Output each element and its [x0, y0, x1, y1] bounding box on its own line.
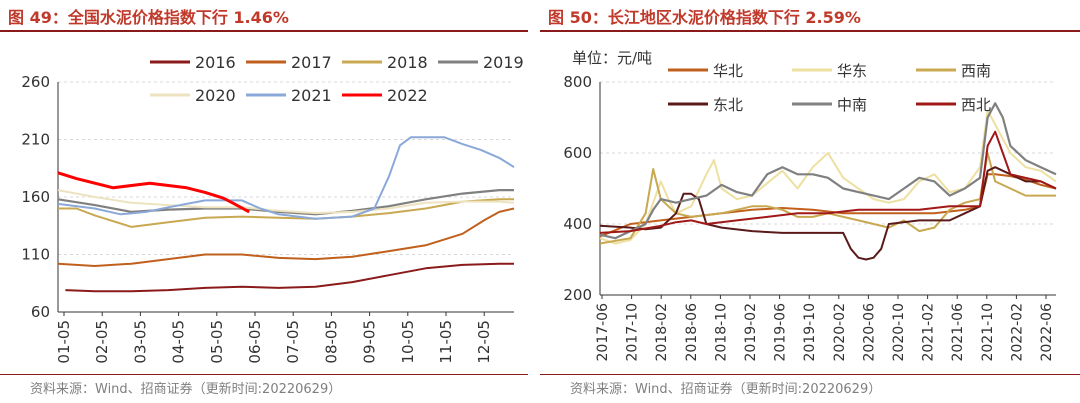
x-tick-label: 2021-06 — [950, 303, 966, 362]
legend-label-2019: 2019 — [483, 53, 524, 72]
x-tick-label: 04-05 — [170, 320, 188, 364]
legend-label-2017: 2017 — [291, 53, 332, 72]
x-tick-label: 2022-02 — [1009, 303, 1025, 362]
y-tick-label: 110 — [21, 246, 50, 264]
x-tick-label: 2017-06 — [595, 303, 611, 362]
x-tick-label: 2019-10 — [802, 303, 818, 362]
series-line-2016 — [65, 262, 514, 293]
series-line-2018 — [58, 198, 514, 228]
x-tick-label: 2019-06 — [773, 303, 789, 362]
legend-label-2021: 2021 — [291, 86, 332, 105]
legend-label-西北: 西北 — [961, 96, 991, 114]
x-tick-label: 07-05 — [284, 320, 302, 364]
source-note: 资料来源：Wind、招商证券（更新时间:20220629） — [30, 382, 342, 397]
x-tick-label: 2020-06 — [861, 303, 877, 362]
y-tick-label: 200 — [563, 286, 592, 304]
bottom-rule — [0, 374, 528, 375]
x-tick-label: 10-05 — [399, 320, 417, 364]
series-line-2019 — [57, 189, 514, 216]
chart-title: 图 49：全国水泥价格指数下行 1.46% — [8, 8, 289, 27]
x-tick-label: 03-05 — [131, 320, 149, 364]
chart-plot-right: 200 400 600 800 2017-06 2017-10 2018-02 2018-06… — [563, 49, 1057, 362]
x-tick-label: 2021-02 — [921, 303, 937, 362]
series-line-西北 — [599, 130, 1057, 234]
chart-plot-left: 60 110 160 210 260 01-05 02-05 03-05 04-05 05-05 0… — [21, 53, 524, 364]
y-tick-label: 210 — [21, 131, 50, 149]
series-line-2017 — [57, 207, 515, 267]
x-tick-label: 08-05 — [322, 320, 340, 364]
y-tick-label: 800 — [563, 73, 592, 91]
x-tick-label: 01-05 — [55, 320, 73, 364]
legend-label-2020: 2020 — [195, 86, 236, 105]
legend-label-中南: 中南 — [837, 96, 867, 114]
y-tick-label: 400 — [563, 215, 592, 233]
chart-panel-right: 图 50：长江地区水泥价格指数下行 2.59% 200 400 600 800 2017… — [540, 0, 1080, 403]
x-tick-label: 2018-06 — [684, 303, 700, 362]
legend-label-东北: 东北 — [713, 96, 743, 114]
title-rule — [540, 30, 1080, 32]
chart-title: 图 50：长江地区水泥价格指数下行 2.59% — [548, 8, 861, 27]
x-tick-label: 2018-10 — [713, 303, 729, 362]
chart-panel-left: 图 49：全国水泥价格指数下行 1.46% 60 110 160 210 260 01-0… — [0, 0, 528, 403]
x-tick-label: 11-05 — [437, 320, 455, 364]
legend-label-华东: 华东 — [837, 62, 867, 80]
x-tick-label: 06-05 — [246, 320, 264, 364]
title-rule — [0, 30, 528, 32]
y-tick-label: 160 — [21, 188, 50, 206]
x-tick-label: 12-05 — [475, 320, 493, 364]
legend-label-华北: 华北 — [713, 62, 743, 80]
x-tick-label: 2018-02 — [654, 303, 670, 362]
series-line-东北 — [599, 166, 1057, 261]
y-tick-label: 600 — [563, 144, 592, 162]
series-line-2021 — [57, 136, 515, 220]
unit-label: 单位：元/吨 — [572, 49, 652, 67]
legend-label-2018: 2018 — [387, 53, 428, 72]
x-tick-label: 2020-02 — [832, 303, 848, 362]
x-tick-label: 2022-06 — [1039, 303, 1055, 362]
bottom-rule — [540, 374, 1080, 375]
x-tick-label: 02-05 — [93, 320, 111, 364]
x-tick-label: 09-05 — [361, 320, 379, 364]
legend-label-2022: 2022 — [387, 86, 428, 105]
y-tick-label: 260 — [21, 73, 50, 91]
legend-label-2016: 2016 — [195, 53, 236, 72]
x-tick-label: 2020-10 — [891, 303, 907, 362]
x-tick-label: 2017-10 — [625, 303, 641, 362]
y-tick-label: 60 — [31, 303, 50, 321]
x-tick-label: 2019-02 — [743, 303, 759, 362]
x-tick-label: 2021-10 — [980, 303, 996, 362]
series-line-2022 — [57, 171, 250, 214]
legend-label-西南: 西南 — [961, 62, 991, 80]
source-note: 资料来源：Wind、招商证券（更新时间:20220629） — [570, 382, 882, 397]
series-line-2020 — [57, 189, 515, 215]
x-tick-label: 05-05 — [208, 320, 226, 364]
series-line-中南 — [599, 102, 1057, 240]
